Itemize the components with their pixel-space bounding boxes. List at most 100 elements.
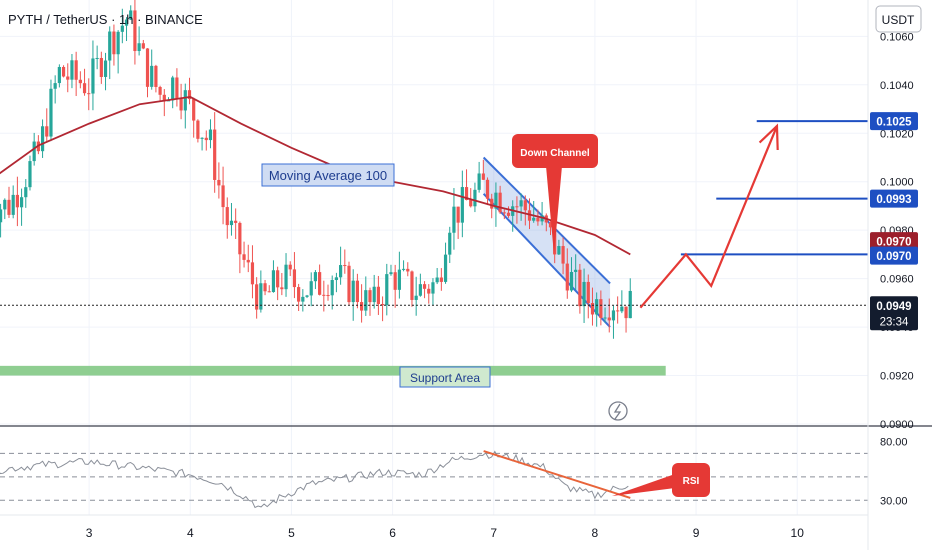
candle-body <box>418 284 422 296</box>
candle-body <box>578 269 582 307</box>
candle-body <box>473 189 477 207</box>
candle-body <box>61 66 66 77</box>
candle-body <box>246 259 250 263</box>
candle-body <box>141 43 145 49</box>
candle-body <box>49 88 53 137</box>
moving-average-100-line <box>0 95 631 256</box>
candle-body <box>87 93 91 95</box>
candle-body <box>284 264 288 290</box>
candle-body <box>368 290 372 303</box>
candle-body <box>452 206 456 233</box>
candle-body <box>519 200 523 207</box>
candle-body <box>0 209 3 223</box>
candle-body <box>397 269 401 290</box>
candle-body <box>481 173 485 180</box>
down-channel-callout <box>512 134 598 168</box>
price-tick-label: 0.1040 <box>880 80 914 92</box>
price-axis[interactable]: 0.10600.10400.10200.10000.09800.09600.09… <box>880 31 914 431</box>
rsi-tick-label: 30.00 <box>880 495 908 507</box>
grid <box>0 0 868 515</box>
candle-body <box>171 77 175 101</box>
target-high-badge-label: 0.1025 <box>876 117 912 129</box>
candle-body <box>91 58 95 94</box>
candle-body <box>95 57 99 59</box>
ma-value-badge-label: 0.0970 <box>876 237 911 249</box>
candle-body <box>53 83 57 89</box>
rsi-callout-pointer <box>612 474 675 496</box>
candle-body <box>536 217 540 222</box>
candle-body <box>443 254 448 282</box>
price-tick-label: 0.0960 <box>880 274 914 286</box>
candle-body <box>611 310 616 321</box>
time-axis[interactable]: 3 4 5 6 7 8 9 10 <box>86 526 804 540</box>
candle-body <box>380 303 385 306</box>
candle-body <box>435 277 439 283</box>
lightning-icon[interactable] <box>608 401 628 421</box>
candle-body <box>339 265 343 278</box>
candle-body <box>393 272 397 290</box>
candle-body <box>19 197 24 208</box>
candle-body <box>309 281 313 296</box>
target-mid-badge-label: 0.0993 <box>876 194 911 206</box>
candle-body <box>158 86 162 95</box>
candle-body <box>406 268 410 272</box>
candle-body <box>561 246 565 264</box>
target-low-badge <box>870 246 918 265</box>
candle-body <box>297 287 301 302</box>
candle-body <box>108 31 112 61</box>
rsi-levels <box>0 452 868 501</box>
currency-button-label: USDT <box>882 13 915 27</box>
candle-body <box>145 48 150 87</box>
candle-body <box>179 98 183 111</box>
candles <box>0 0 632 339</box>
candle-body <box>532 217 536 221</box>
candle-body <box>196 120 200 139</box>
support-area-zone <box>0 365 666 376</box>
projection-path <box>639 125 779 309</box>
candle-body <box>469 199 473 207</box>
candle-body <box>422 284 427 289</box>
candle-body <box>502 212 506 214</box>
candle-body <box>498 192 502 213</box>
candle-body <box>305 295 309 297</box>
candle-body <box>116 31 120 55</box>
time-tick-label: 4 <box>187 526 194 540</box>
candle-body <box>582 281 586 307</box>
candle-body <box>301 296 305 302</box>
candle-body <box>15 194 19 208</box>
candle-body <box>628 290 632 319</box>
price-tick-label: 0.0920 <box>880 371 914 383</box>
candle-body <box>464 187 469 200</box>
candle-body <box>280 287 284 290</box>
candle-body <box>565 263 569 291</box>
candle-body <box>221 185 225 208</box>
time-tick-label: 7 <box>490 526 497 540</box>
candle-body <box>45 126 49 137</box>
rsi-trendline <box>483 450 631 499</box>
candle-body <box>343 265 347 267</box>
candle-body <box>456 206 460 223</box>
candle-body <box>217 179 221 186</box>
candle-body <box>28 161 32 188</box>
candle-body <box>259 283 263 310</box>
currency-button[interactable] <box>875 5 922 33</box>
candle-body <box>271 270 276 293</box>
candle-body <box>355 280 359 303</box>
candle-body <box>32 141 36 162</box>
candle-body <box>70 60 74 80</box>
candle-body <box>586 281 590 304</box>
candle-body <box>477 173 481 190</box>
down-channel-callout-pointer <box>546 166 562 255</box>
time-tick-label: 9 <box>693 526 700 540</box>
candle-body <box>242 254 246 260</box>
target-low-badge-label: 0.0970 <box>876 251 911 263</box>
candle-body <box>255 284 259 310</box>
candle-body <box>7 199 11 215</box>
time-tick-label: 10 <box>791 526 805 540</box>
target-levels <box>680 120 868 256</box>
candle-body <box>99 57 103 77</box>
candle-body <box>448 232 452 255</box>
candle-body <box>40 126 45 152</box>
candle-body <box>263 283 267 292</box>
